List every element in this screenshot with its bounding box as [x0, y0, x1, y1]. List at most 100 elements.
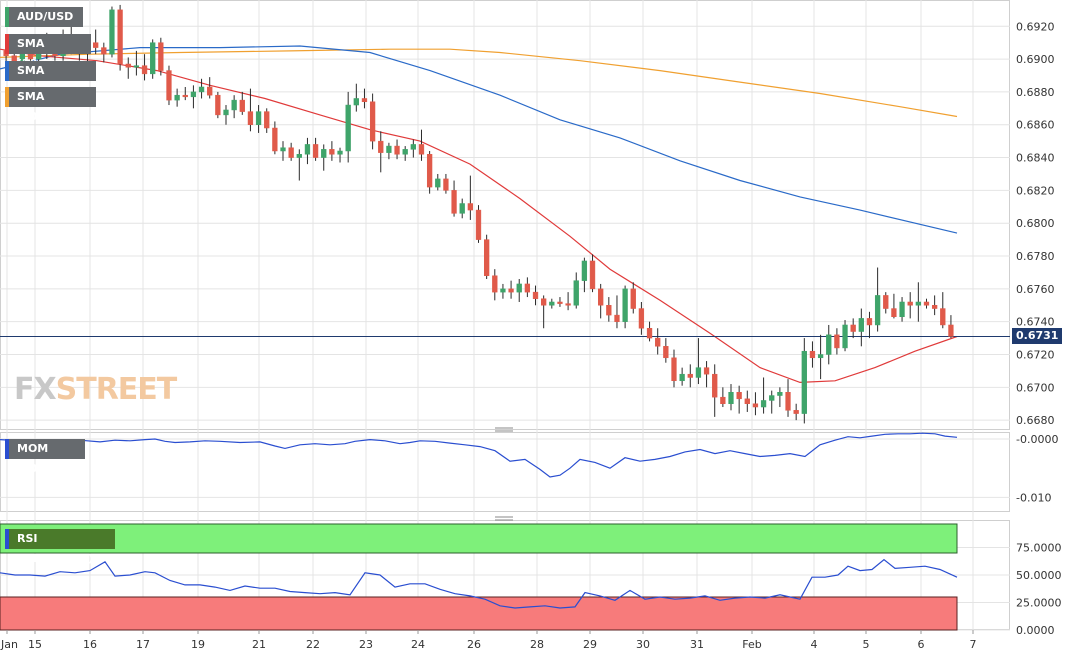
- candle: [158, 37, 164, 76]
- legend-swatch: [5, 7, 9, 27]
- x-tick-label: 23: [359, 638, 373, 651]
- candle: [728, 384, 734, 411]
- price-tick-label: 0.6700: [1016, 381, 1055, 394]
- watermark-logo: FXSTREET: [14, 372, 177, 407]
- price-tick-label: 0.6900: [1016, 53, 1055, 66]
- candle: [565, 292, 571, 311]
- rsi-tick-label: 75.0000: [1016, 542, 1062, 555]
- candle: [345, 91, 351, 163]
- candle: [760, 377, 767, 414]
- candle: [557, 297, 563, 307]
- sma-100-line: [0, 45, 958, 234]
- candle: [459, 198, 465, 219]
- legend-label: RSI (14,70,30,1): [17, 532, 94, 565]
- candle: [182, 86, 188, 101]
- candle: [321, 144, 327, 171]
- candle: [826, 324, 832, 365]
- candle: [679, 367, 685, 386]
- candle: [606, 297, 612, 322]
- candle: [174, 88, 180, 107]
- x-tick-label: 17: [136, 638, 150, 651]
- candle: [239, 91, 245, 115]
- legend-momentum[interactable]: MOM (20): [5, 439, 85, 475]
- momentum-splitter[interactable]: [495, 516, 513, 521]
- candle: [492, 269, 498, 301]
- legend-sma-200[interactable]: SMA (200,0): [5, 87, 96, 123]
- candle: [288, 142, 294, 161]
- candle: [296, 149, 302, 181]
- candle: [695, 338, 702, 385]
- candle: [117, 4, 123, 71]
- candle: [834, 328, 840, 355]
- price-tick-label: 0.6860: [1016, 119, 1055, 132]
- x-tick-label: 4: [811, 638, 818, 651]
- candle: [101, 42, 107, 63]
- momentum-tick-label: -0.010: [1016, 491, 1051, 504]
- x-tick-label: 15: [28, 638, 42, 651]
- legend-swatch: [5, 34, 9, 54]
- x-tick-label: 29: [583, 638, 597, 651]
- price-tick-label: 0.6680: [1016, 414, 1055, 427]
- price-panel-frame: [0, 0, 1010, 430]
- rsi-tick-label: 50.0000: [1016, 569, 1062, 582]
- x-tick-label: 24: [411, 638, 425, 651]
- legend-sma-100[interactable]: SMA (100,0): [5, 61, 96, 97]
- candle: [883, 292, 889, 314]
- candle: [337, 147, 343, 163]
- price-tick-label: 0.6740: [1016, 316, 1055, 329]
- candle: [801, 338, 807, 424]
- candle: [402, 146, 408, 161]
- candle: [166, 65, 172, 106]
- candle: [769, 390, 775, 414]
- candle: [467, 175, 474, 220]
- candle: [541, 295, 547, 329]
- candle: [304, 137, 311, 165]
- x-tick-label: Feb: [742, 638, 761, 651]
- price-tick-label: 0.6800: [1016, 217, 1055, 230]
- x-tick-label: 28: [530, 638, 544, 651]
- candle: [809, 341, 816, 368]
- rsi-tick-label: 0.0000: [1016, 624, 1055, 637]
- candle: [394, 139, 400, 160]
- candle: [866, 311, 873, 339]
- x-tick-label: 30: [636, 638, 650, 651]
- candle: [198, 78, 205, 99]
- candle: [247, 88, 254, 132]
- candle: [207, 77, 213, 99]
- candle: [907, 292, 913, 319]
- legend-aud-usd[interactable]: AUD/USD: [5, 7, 83, 27]
- candle: [940, 292, 946, 329]
- candle: [874, 267, 881, 332]
- candle: [793, 403, 799, 421]
- candle: [483, 234, 490, 280]
- price-tick-label: 0.6840: [1016, 152, 1055, 165]
- candle: [215, 91, 221, 119]
- x-tick-label: 22: [306, 638, 320, 651]
- candle: [850, 318, 856, 339]
- candle: [777, 387, 783, 408]
- x-tick-label: 6: [918, 638, 925, 651]
- candle: [655, 328, 661, 355]
- price-splitter[interactable]: [495, 427, 513, 432]
- candle: [133, 50, 140, 76]
- candle: [329, 141, 335, 161]
- sma-20-line: [0, 48, 958, 384]
- candle: [549, 298, 555, 309]
- legend-swatch: [5, 529, 9, 549]
- legend-sma-20[interactable]: SMA (20,0): [5, 34, 91, 70]
- momentum-tick-label: -0.0000: [1016, 433, 1058, 446]
- candle: [312, 137, 319, 161]
- candle: [614, 295, 620, 329]
- candle: [948, 315, 954, 339]
- candle: [190, 85, 197, 109]
- momentum-line: [0, 432, 958, 478]
- candle: [630, 282, 636, 314]
- price-tick-label: 0.6780: [1016, 250, 1055, 263]
- x-tick-label: Jan: [0, 638, 18, 651]
- candle: [703, 361, 710, 388]
- legend-rsi[interactable]: RSI (14,70,30,1): [5, 529, 115, 565]
- candle: [141, 54, 148, 81]
- sma-200-line: [0, 48, 958, 118]
- legend-label: MOM (20): [17, 442, 49, 475]
- candle: [581, 257, 588, 293]
